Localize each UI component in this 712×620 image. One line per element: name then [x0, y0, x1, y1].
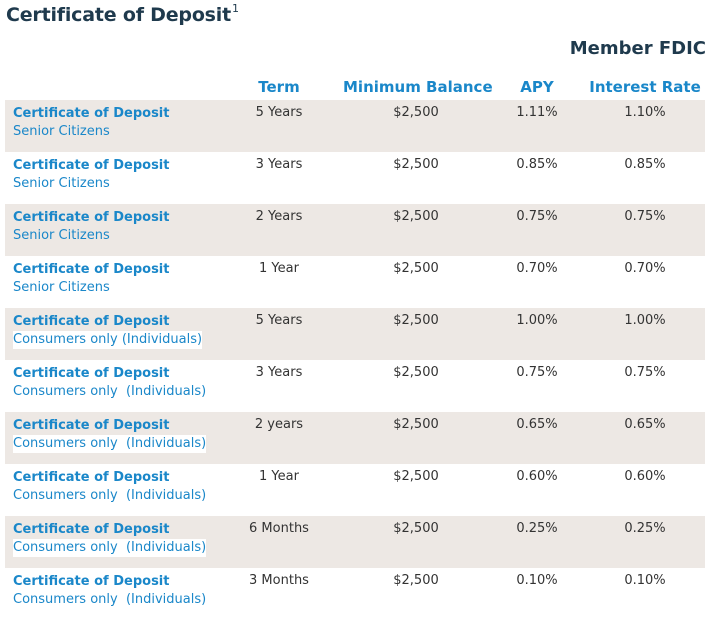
apy-cell: 0.85% — [516, 157, 558, 172]
table-row: Certificate of Deposit Senior Citizens 2… — [5, 204, 705, 256]
interest-rate-cell: 0.75% — [585, 204, 705, 256]
apy-cell: 0.75% — [489, 204, 585, 256]
interest-rate-cell: 0.25% — [585, 516, 705, 568]
member-fdic-label: Member FDIC — [569, 38, 706, 59]
table-row: Certificate of Deposit Senior Citizens 5… — [5, 100, 705, 152]
apy-cell: 0.65% — [489, 412, 585, 464]
product-cell: Certificate of Deposit Consumers only (I… — [5, 568, 215, 620]
product-segment-link[interactable]: Consumers only (Individuals) — [13, 539, 207, 557]
apy-cell: 0.10% — [516, 573, 558, 588]
table-row: Certificate of Deposit Consumers only (I… — [5, 516, 705, 568]
minimum-balance-cell: $2,500 — [343, 516, 489, 568]
table-header-row: Term Minimum Balance APY Interest Rate — [5, 74, 705, 100]
product-name-link[interactable]: Certificate of Deposit — [13, 106, 170, 121]
product-segment-link[interactable]: Senior Citizens — [13, 228, 110, 243]
minimum-balance-cell: $2,500 — [393, 365, 439, 380]
product-cell: Certificate of Deposit Consumers only (I… — [5, 308, 215, 360]
minimum-balance-cell: $2,500 — [393, 573, 439, 588]
product-segment-link[interactable]: Senior Citizens — [13, 280, 110, 295]
term-cell: 3 Months — [249, 573, 309, 588]
product-segment-link[interactable]: Consumers only (Individuals) — [13, 435, 207, 453]
product-name-link[interactable]: Certificate of Deposit — [13, 262, 170, 277]
product-segment-link[interactable]: Senior Citizens — [13, 124, 110, 139]
term-cell: 5 Years — [215, 308, 343, 360]
apy-cell: 0.75% — [516, 365, 558, 380]
minimum-balance-cell: $2,500 — [343, 204, 489, 256]
interest-rate-cell: 0.85% — [624, 157, 666, 172]
product-name-link[interactable]: Certificate of Deposit — [13, 418, 170, 433]
minimum-balance-cell: $2,500 — [343, 412, 489, 464]
table-row: Certificate of Deposit Consumers only (I… — [5, 360, 705, 412]
term-cell: 1 Year — [259, 261, 299, 276]
term-cell: 3 Years — [255, 365, 303, 380]
minimum-balance-cell: $2,500 — [393, 261, 439, 276]
product-name-link[interactable]: Certificate of Deposit — [13, 314, 170, 329]
footnote-marker[interactable]: 1 — [232, 2, 239, 15]
product-segment-link[interactable]: Senior Citizens — [13, 176, 110, 191]
product-cell: Certificate of Deposit Consumers only (I… — [5, 412, 215, 464]
column-header-term: Term — [258, 78, 300, 96]
interest-rate-cell: 0.60% — [624, 469, 666, 484]
apy-cell: 0.70% — [516, 261, 558, 276]
product-segment-link[interactable]: Consumers only (Individuals) — [13, 592, 207, 607]
minimum-balance-cell: $2,500 — [343, 308, 489, 360]
column-header-product — [5, 74, 215, 100]
product-segment-link[interactable]: Consumers only (Individuals) — [13, 331, 203, 349]
interest-rate-cell: 0.70% — [624, 261, 666, 276]
interest-rate-cell: 0.65% — [585, 412, 705, 464]
apy-cell: 0.60% — [516, 469, 558, 484]
column-header-minimum-balance: Minimum Balance — [343, 78, 493, 96]
term-cell: 2 Years — [215, 204, 343, 256]
product-cell: Certificate of Deposit Consumers only (I… — [5, 360, 215, 412]
interest-rate-cell: 0.75% — [624, 365, 666, 380]
product-name-link[interactable]: Certificate of Deposit — [13, 158, 170, 173]
interest-rate-cell: 1.10% — [585, 100, 705, 152]
apy-cell: 1.00% — [489, 308, 585, 360]
product-name-link[interactable]: Certificate of Deposit — [13, 470, 170, 485]
product-cell: Certificate of Deposit Senior Citizens — [5, 152, 215, 204]
product-cell: Certificate of Deposit Consumers only (I… — [5, 516, 215, 568]
interest-rate-cell: 0.10% — [624, 573, 666, 588]
product-segment-link[interactable]: Consumers only (Individuals) — [13, 488, 207, 503]
product-name-link[interactable]: Certificate of Deposit — [13, 210, 170, 225]
interest-rate-cell: 1.00% — [585, 308, 705, 360]
table-row: Certificate of Deposit Senior Citizens 3… — [5, 152, 705, 204]
product-name-link[interactable]: Certificate of Deposit — [13, 366, 170, 381]
term-cell: 1 Year — [259, 469, 299, 484]
product-cell: Certificate of Deposit Senior Citizens — [5, 204, 215, 256]
column-header-apy: APY — [520, 78, 554, 96]
product-cell: Certificate of Deposit Senior Citizens — [5, 256, 215, 308]
term-cell: 6 Months — [215, 516, 343, 568]
cd-rates-table: Term Minimum Balance APY Interest Rate C… — [5, 74, 705, 620]
page-title: Certificate of Deposit1 — [6, 2, 239, 26]
apy-cell: 1.11% — [489, 100, 585, 152]
page-title-text: Certificate of Deposit — [6, 4, 231, 26]
product-cell: Certificate of Deposit Senior Citizens — [5, 100, 215, 152]
product-name-link[interactable]: Certificate of Deposit — [13, 522, 170, 537]
table-row: Certificate of Deposit Consumers only (I… — [5, 412, 705, 464]
term-cell: 2 years — [215, 412, 343, 464]
column-header-interest-rate: Interest Rate — [589, 78, 701, 96]
product-segment-link[interactable]: Consumers only (Individuals) — [13, 384, 207, 399]
term-cell: 3 Years — [255, 157, 303, 172]
table-row: Certificate of Deposit Consumers only (I… — [5, 464, 705, 516]
table-row: Certificate of Deposit Senior Citizens 1… — [5, 256, 705, 308]
table-row: Certificate of Deposit Consumers only (I… — [5, 308, 705, 360]
minimum-balance-cell: $2,500 — [343, 100, 489, 152]
minimum-balance-cell: $2,500 — [393, 157, 439, 172]
product-name-link[interactable]: Certificate of Deposit — [13, 574, 170, 589]
minimum-balance-cell: $2,500 — [393, 469, 439, 484]
table-row: Certificate of Deposit Consumers only (I… — [5, 568, 705, 620]
product-cell: Certificate of Deposit Consumers only (I… — [5, 464, 215, 516]
apy-cell: 0.25% — [489, 516, 585, 568]
term-cell: 5 Years — [215, 100, 343, 152]
